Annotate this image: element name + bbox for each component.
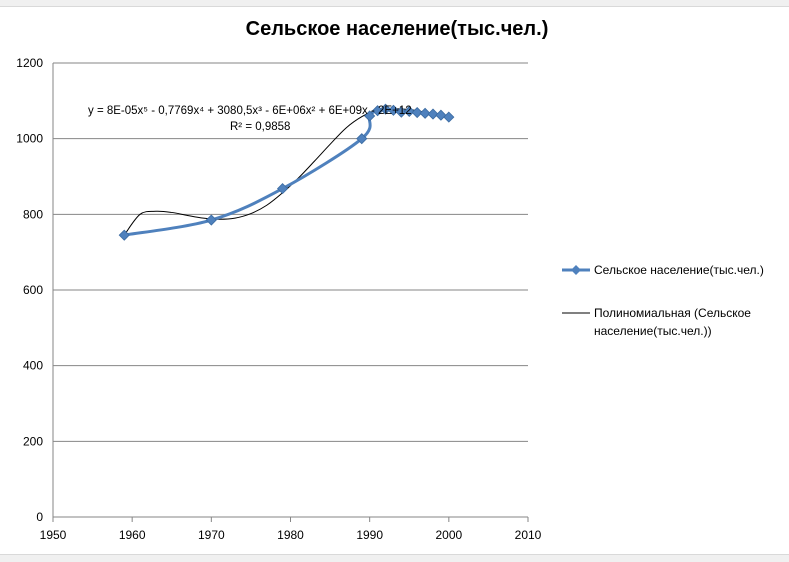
chart-title: Сельское население(тыс.чел.) bbox=[245, 18, 549, 40]
data-point bbox=[411, 106, 423, 119]
y-tick-label: 1200 bbox=[16, 56, 43, 70]
gridlines bbox=[53, 62, 528, 442]
y-tick-label: 800 bbox=[23, 207, 43, 221]
y-tick-label: 1000 bbox=[16, 132, 43, 146]
x-tick-label: 2010 bbox=[515, 528, 542, 542]
axes bbox=[52, 63, 529, 522]
trendline-r-squared: R² = 0,9858 bbox=[230, 121, 290, 133]
y-tick-label: 400 bbox=[23, 359, 43, 373]
x-tick-label: 1990 bbox=[356, 528, 383, 542]
x-tick-label: 1980 bbox=[277, 528, 304, 542]
y-tick-labels: 0 200 400 600 800 1000 1200 bbox=[16, 56, 43, 524]
legend-trendline-label-line2: население(тыс.чел.)) bbox=[594, 324, 712, 338]
data-point bbox=[364, 110, 376, 122]
data-point bbox=[379, 103, 392, 115]
data-point bbox=[435, 109, 447, 121]
data-point bbox=[403, 105, 415, 117]
data-point bbox=[118, 229, 130, 241]
data-point bbox=[356, 133, 368, 145]
data-point bbox=[419, 107, 431, 119]
legend-series-marker bbox=[571, 265, 581, 275]
x-tick-label: 1970 bbox=[198, 528, 225, 542]
legend-trendline-label: Полиномиальная (Сельское население(тыс.ч… bbox=[594, 306, 754, 338]
x-tick-label: 1960 bbox=[119, 528, 146, 542]
data-point bbox=[205, 214, 217, 226]
data-point bbox=[427, 108, 439, 120]
series-markers bbox=[118, 103, 455, 241]
data-point bbox=[443, 111, 455, 123]
x-tick-labels: 1950 1960 1970 1980 1990 2000 2010 bbox=[40, 528, 542, 542]
sheet-edge-top bbox=[0, 0, 789, 7]
legend-trendline-label-line1: Полиномиальная (Сельское bbox=[594, 306, 751, 320]
x-tick-label: 1950 bbox=[40, 528, 67, 542]
data-point bbox=[387, 104, 399, 116]
trendline-equation: y = 8E-05x⁵ - 0,7769x⁴ + 3080,5x³ - 6E+0… bbox=[88, 105, 412, 117]
y-tick-label: 600 bbox=[23, 283, 43, 297]
legend-series-label: Сельское население(тыс.чел.) bbox=[594, 263, 764, 277]
data-point bbox=[277, 183, 289, 195]
y-tick-label: 0 bbox=[36, 510, 43, 524]
sheet-edge-bottom bbox=[0, 554, 789, 562]
y-tick-label: 200 bbox=[23, 434, 43, 448]
x-tick-label: 2000 bbox=[435, 528, 462, 542]
legend: Сельское население(тыс.чел.) Полиномиаль… bbox=[562, 263, 764, 338]
